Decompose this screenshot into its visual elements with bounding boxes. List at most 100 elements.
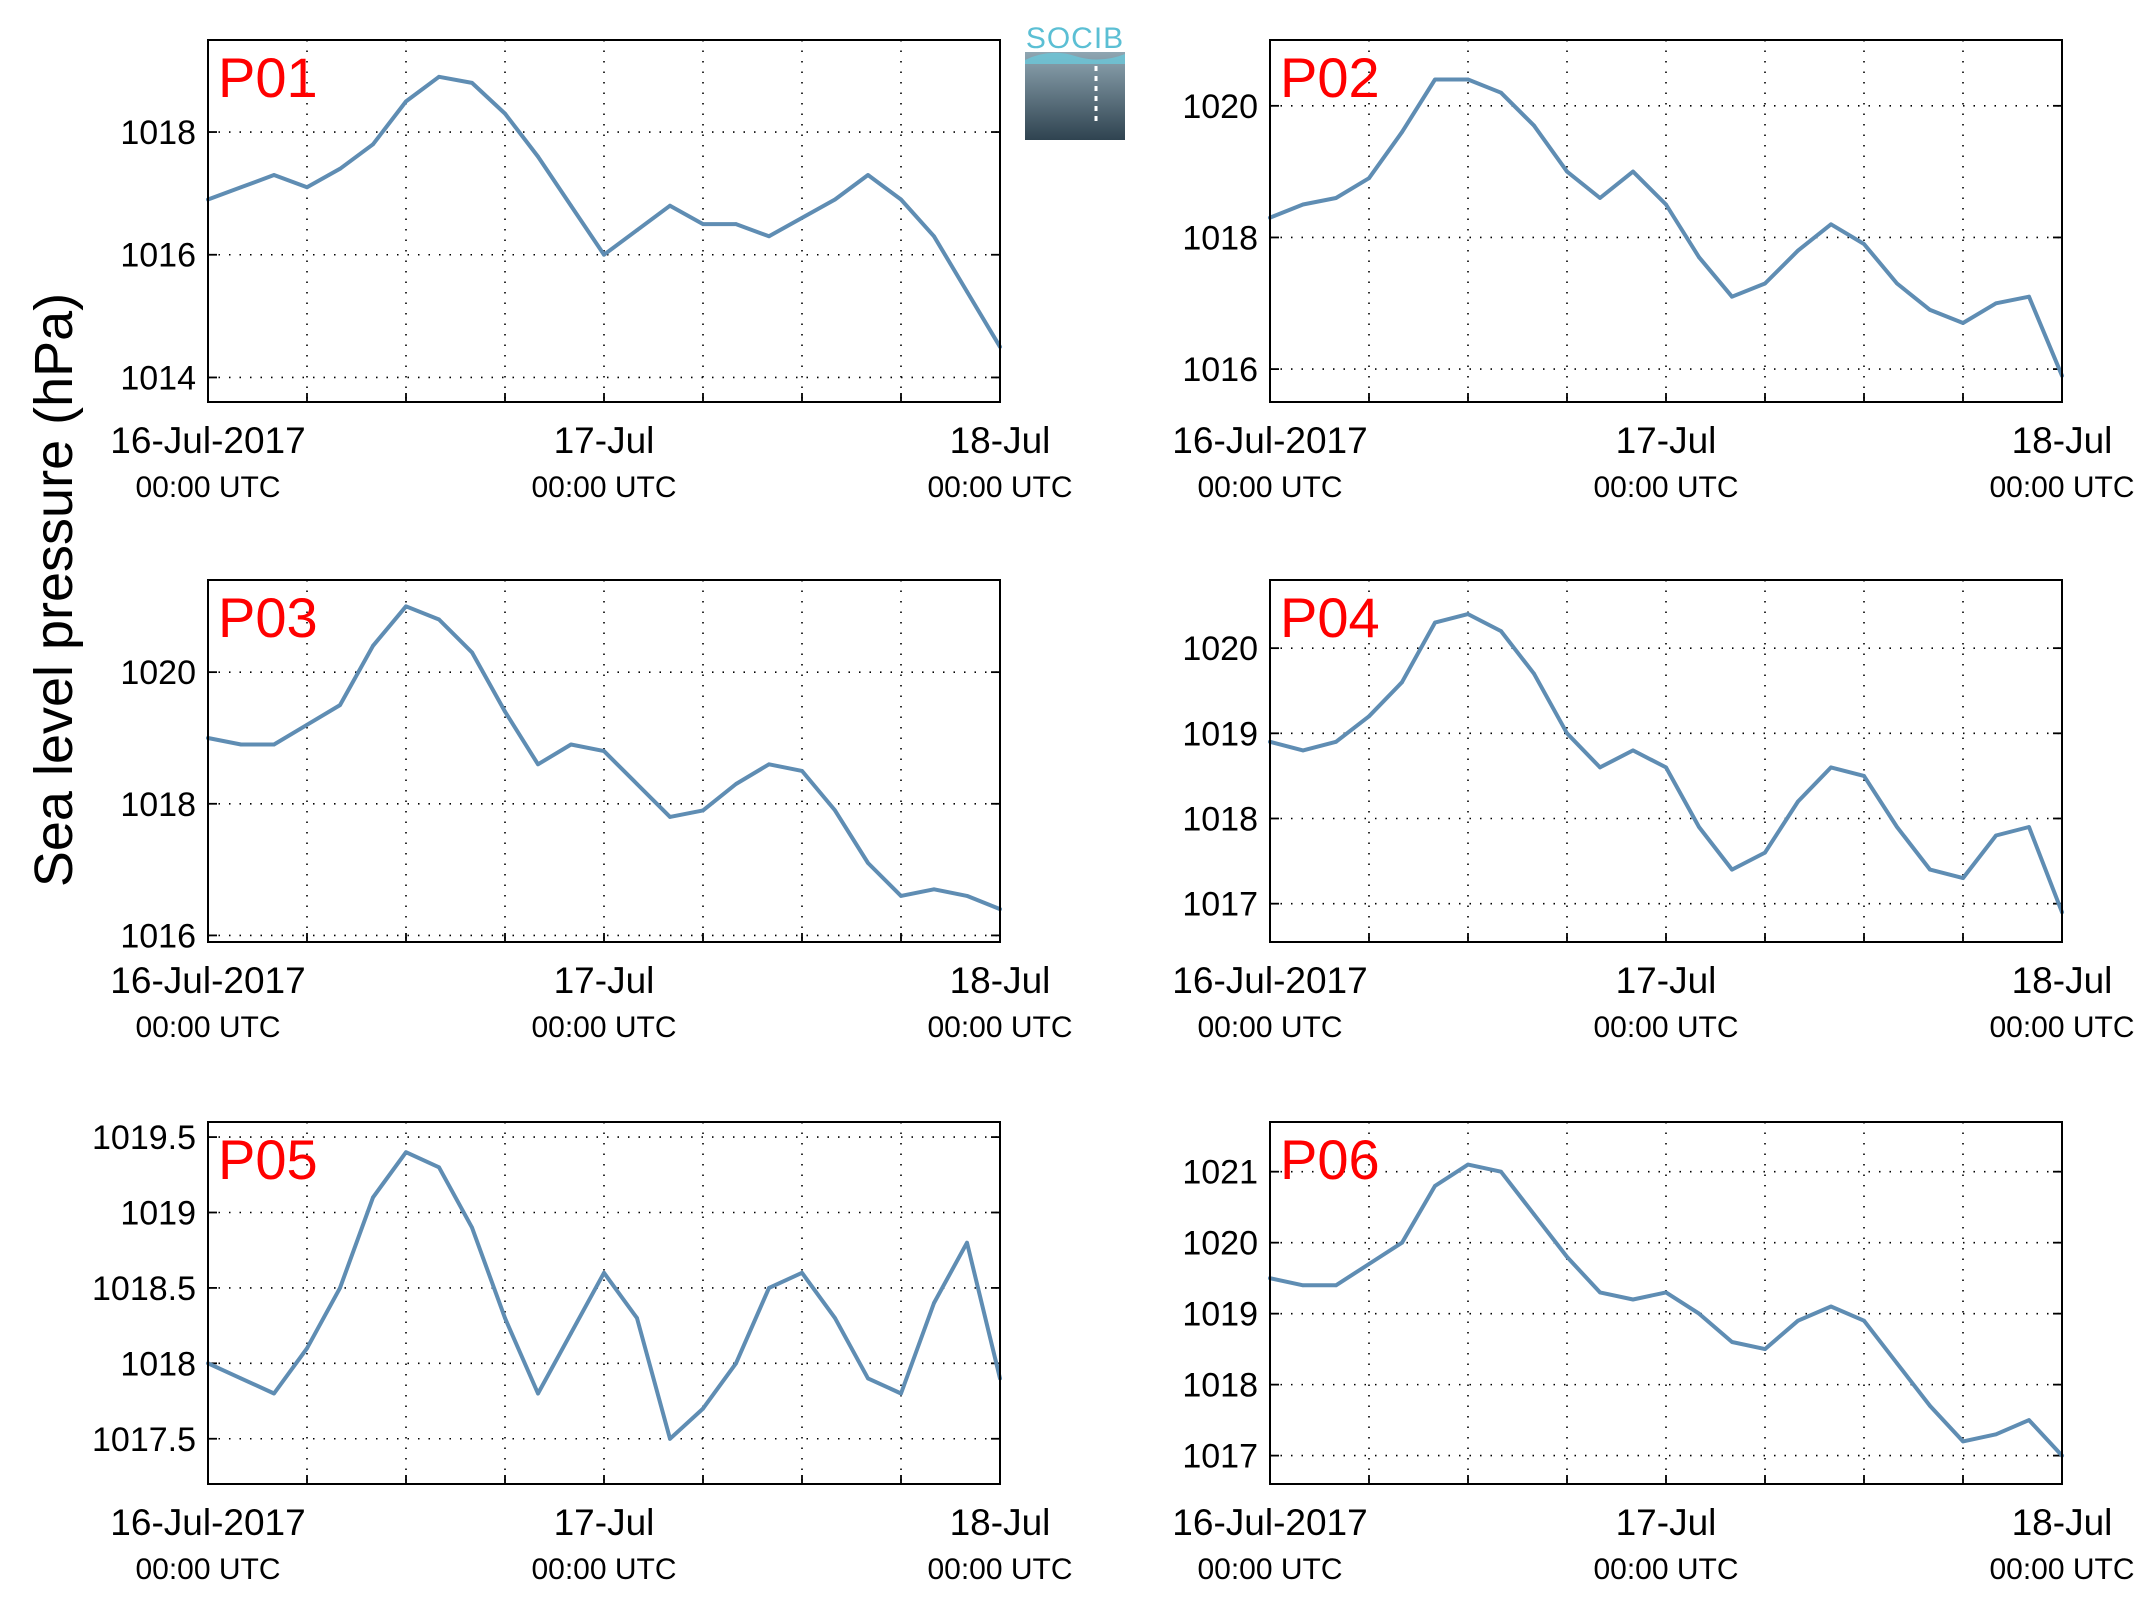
data-point [965, 289, 969, 294]
x-tick-label-time: 00:00 UTC [1593, 1011, 1738, 1044]
data-point [2027, 1418, 2031, 1422]
y-tick-label: 1016 [120, 917, 196, 955]
data-point [1895, 825, 1899, 829]
data-point [1664, 765, 1668, 770]
panel-label: P04 [1280, 586, 1380, 649]
y-tick-label: 1018.5 [92, 1270, 196, 1308]
y-tick-label: 1017.5 [92, 1421, 196, 1459]
data-point [1499, 1169, 1503, 1174]
data-point [1928, 867, 1932, 872]
panel-label: P06 [1280, 1128, 1380, 1191]
data-point [866, 861, 870, 865]
data-point [1697, 1311, 1701, 1316]
data-point [1730, 294, 1734, 299]
x-tick-label-date: 16-Jul-2017 [110, 420, 305, 461]
data-point [1763, 850, 1767, 855]
x-tick-label-time: 00:00 UTC [1197, 1553, 1342, 1586]
data-point [1532, 1212, 1536, 1217]
data-point [734, 1361, 738, 1366]
data-point [1961, 876, 1965, 880]
data-point [503, 709, 507, 714]
data-point [1367, 714, 1371, 719]
series-line [206, 74, 1002, 349]
data-point [305, 723, 309, 727]
data-point [1598, 765, 1602, 770]
panel-p03: 1016 1018 1020 16-Jul-2017 00:00 UTC 17-Jul 00… [110, 579, 1073, 1044]
x-tick-label-time: 00:00 UTC [135, 1553, 280, 1586]
data-point [767, 762, 771, 767]
data-point [1400, 1240, 1404, 1245]
data-point [272, 173, 276, 177]
data-point [2027, 294, 2031, 299]
data-point [866, 173, 870, 177]
data-point [338, 703, 342, 707]
data-point [1994, 833, 1998, 838]
data-point [800, 769, 804, 773]
data-point [1697, 825, 1701, 829]
logo-band [1025, 52, 1125, 140]
panel-p05: 1017.5 1018 1018.5 1019 1019.5 16-Jul-2017 00:… [92, 1119, 1073, 1586]
x-tick-label-date: 17-Jul [554, 420, 655, 461]
data-point [1796, 248, 1800, 253]
data-point [833, 197, 837, 202]
axes-frame [207, 1121, 1001, 1485]
x-tick-label-time: 00:00 UTC [927, 1011, 1072, 1044]
x-tick-label-date: 17-Jul [1616, 420, 1717, 461]
y-tick-label: 1018 [120, 114, 196, 152]
y-tick-label: 1019 [120, 1195, 196, 1233]
data-point [371, 1195, 375, 1200]
y-tick-label: 1018 [120, 786, 196, 824]
data-point [1994, 301, 1998, 306]
data-point [1433, 77, 1437, 82]
x-tick-label-time: 00:00 UTC [531, 471, 676, 504]
data-point [404, 1150, 408, 1154]
data-point [503, 1316, 507, 1320]
axes-frame [207, 579, 1001, 943]
data-point [1367, 176, 1371, 180]
data-point [635, 228, 639, 232]
data-point [1334, 196, 1338, 200]
data-point [701, 222, 705, 226]
data-point [536, 762, 540, 767]
x-tick-label-date: 17-Jul [1616, 960, 1717, 1001]
data-point [1565, 1255, 1569, 1259]
axes-frame [207, 39, 1001, 403]
data-point [1631, 169, 1635, 174]
data-point [1499, 90, 1503, 95]
data-point [1961, 1439, 1965, 1444]
data-point [404, 604, 408, 609]
y-tick-label: 1014 [120, 359, 196, 397]
data-point [866, 1376, 870, 1381]
y-tick-label: 1019.5 [92, 1119, 196, 1157]
data-point [1928, 308, 1932, 312]
data-point [569, 742, 573, 747]
data-point [1763, 1347, 1767, 1351]
y-tick-label: 1021 [1182, 1154, 1258, 1192]
panel-p02: 1016 1018 1020 16-Jul-2017 00:00 UTC 17-Jul 00… [1172, 39, 2135, 504]
x-tick-label-date: 16-Jul-2017 [1172, 1502, 1367, 1543]
data-point [668, 1437, 672, 1441]
data-point [272, 1391, 276, 1396]
data-point [1532, 671, 1536, 676]
data-point [437, 1165, 441, 1170]
data-point [932, 234, 936, 239]
panel-label: P02 [1280, 46, 1380, 109]
data-point [1796, 799, 1800, 804]
data-point [635, 782, 639, 786]
data-point [1796, 1318, 1800, 1323]
data-point [1829, 1304, 1833, 1309]
x-tick-label-time: 00:00 UTC [135, 471, 280, 504]
x-tick-label-date: 16-Jul-2017 [1172, 420, 1367, 461]
x-tick-label-date: 18-Jul [2012, 1502, 2113, 1543]
data-point [1598, 196, 1602, 200]
data-point [800, 216, 804, 220]
y-axis-label: Sea level pressure (hPa) [24, 293, 84, 887]
data-point [1928, 1404, 1932, 1408]
data-point [536, 1391, 540, 1396]
data-point [305, 1346, 309, 1351]
data-point [1334, 740, 1338, 744]
data-point [833, 1316, 837, 1320]
data-point [899, 1391, 903, 1396]
data-point [1994, 1432, 1998, 1437]
data-point [1829, 765, 1833, 770]
